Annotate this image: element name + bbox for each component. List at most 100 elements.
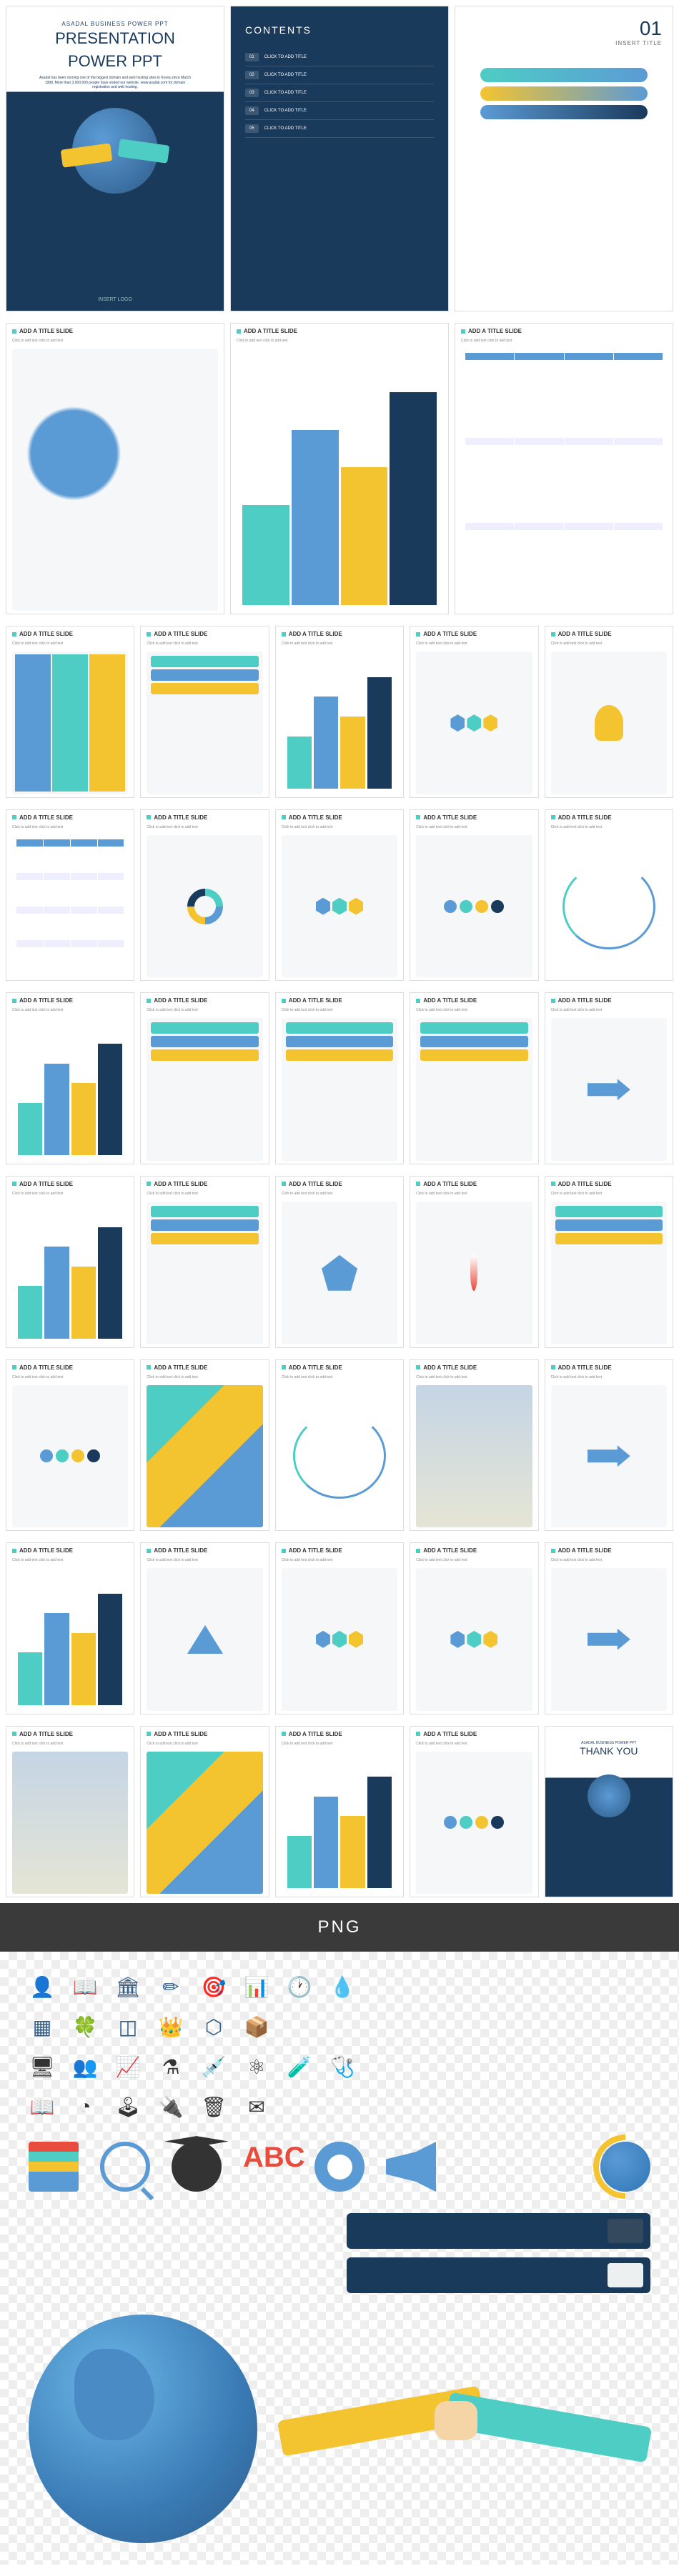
slide-title: ADD A TITLE SLIDE	[19, 1181, 73, 1187]
bullet-icon	[12, 329, 16, 334]
slide-header: ADD A TITLE SLIDE	[455, 324, 673, 339]
slide-header: ADD A TITLE SLIDE	[141, 1727, 268, 1742]
slide-thumb: ADD A TITLE SLIDE Click to add text clic…	[140, 1726, 269, 1898]
line-icon: 📦	[243, 2013, 270, 2040]
slide-subtitle: Click to add text click to add text	[276, 1375, 403, 1382]
pill-3	[480, 105, 648, 119]
bullet-icon	[282, 1182, 286, 1186]
slide-title: ADD A TITLE SLIDE	[423, 1364, 477, 1371]
slide-title: ADD A TITLE SLIDE	[154, 814, 207, 821]
slide-title: ADD A TITLE SLIDE	[289, 631, 342, 637]
bullet-icon	[551, 815, 555, 819]
slide-body	[545, 832, 673, 981]
slide-body	[6, 649, 134, 797]
big-icon-row: ABC	[29, 2142, 650, 2192]
slide-thumb: ADD A TITLE SLIDE Click to add text clic…	[140, 1176, 269, 1348]
slide-header: ADD A TITLE SLIDE	[6, 1543, 134, 1558]
slide-body	[141, 649, 268, 797]
contents-item-num: 05	[245, 124, 259, 133]
thank-title: THANK YOU	[580, 1745, 638, 1757]
bottom-row	[29, 2315, 650, 2543]
slide-subtitle: Click to add text click to add text	[141, 1008, 268, 1015]
slide-body	[276, 1015, 403, 1164]
slide-thumb: ADD A TITLE SLIDE Click to add text clic…	[6, 323, 224, 614]
slide-subtitle: Click to add text click to add text	[276, 1192, 403, 1199]
slide-row: ADD A TITLE SLIDE Click to add text clic…	[0, 620, 679, 804]
line-icon: 🕐	[286, 1973, 313, 2000]
megaphone-icon	[386, 2142, 436, 2192]
slide-header: ADD A TITLE SLIDE	[141, 810, 268, 825]
globe-ring-icon	[600, 2142, 650, 2192]
slide-title: ADD A TITLE SLIDE	[558, 997, 612, 1004]
section-label: INSERT TITLE	[466, 40, 662, 46]
slide-subtitle: Click to add text click to add text	[410, 641, 537, 649]
slide-subtitle: Click to add text click to add text	[410, 1742, 537, 1749]
slide-subtitle: Click to add text click to add text	[141, 825, 268, 832]
bullet-icon	[461, 329, 465, 334]
magnifier-icon	[100, 2142, 150, 2192]
bullet-icon	[147, 632, 151, 636]
slide-subtitle: Click to add text click to add text	[141, 641, 268, 649]
section-number: 01	[466, 17, 662, 40]
slide-header: ADD A TITLE SLIDE	[410, 1177, 537, 1192]
slide-thumb: ADD A TITLE SLIDE Click to add text clic…	[275, 1726, 404, 1898]
slide-body	[410, 1749, 537, 1897]
thank-slide: ASADAL BUSINESS POWER PPT THANK YOU	[545, 1726, 673, 1898]
slide-subtitle: Click to add text click to add text	[410, 1558, 537, 1565]
slide-header: ADD A TITLE SLIDE	[276, 1543, 403, 1558]
slide-body	[455, 346, 673, 614]
slide-body	[141, 1015, 268, 1164]
line-icon: 🕹	[114, 2093, 142, 2120]
slide-subtitle: Click to add text click to add text	[545, 1558, 673, 1565]
line-icon: ✉	[243, 2093, 270, 2120]
slide-header: ADD A TITLE SLIDE	[6, 626, 134, 641]
slide-body	[141, 1749, 268, 1897]
slide-body	[276, 832, 403, 981]
slide-thumb: ADD A TITLE SLIDE Click to add text clic…	[275, 626, 404, 798]
slide-title: ADD A TITLE SLIDE	[558, 1547, 612, 1554]
cover-subtitle: ASADAL BUSINESS POWER PPT	[61, 21, 168, 27]
line-icon: 🍀	[71, 2013, 99, 2040]
slide-header: ADD A TITLE SLIDE	[410, 993, 537, 1008]
slide-thumb: ADD A TITLE SLIDE Click to add text clic…	[545, 1176, 673, 1348]
slide-subtitle: Click to add text click to add text	[141, 1375, 268, 1382]
cover-slide: ASADAL BUSINESS POWER PPT PRESENTATION P…	[6, 6, 224, 311]
slide-body	[141, 832, 268, 981]
slide-title: ADD A TITLE SLIDE	[154, 1547, 207, 1554]
slide-thumb: ADD A TITLE SLIDE Click to add text clic…	[545, 1542, 673, 1714]
slide-header: ADD A TITLE SLIDE	[141, 1177, 268, 1192]
slide-body	[545, 649, 673, 797]
slide-thumb: ADD A TITLE SLIDE Click to add text clic…	[6, 1359, 134, 1532]
slide-header: ADD A TITLE SLIDE	[410, 810, 537, 825]
cover-globe-icon	[72, 108, 158, 194]
slide-subtitle: Click to add text click to add text	[6, 1192, 134, 1199]
slide-body	[6, 1565, 134, 1714]
line-icon: ▦	[29, 2013, 56, 2040]
bullet-icon	[147, 1549, 151, 1553]
slide-title: ADD A TITLE SLIDE	[423, 814, 477, 821]
line-icon: 👤	[29, 1973, 56, 2000]
contents-item-num: 04	[245, 106, 259, 115]
bullet-icon	[551, 632, 555, 636]
cover-desc: Asadal has been running one of the bigge…	[36, 76, 193, 90]
slide-header: ADD A TITLE SLIDE	[6, 993, 134, 1008]
slide-body	[276, 1565, 403, 1714]
line-icon: 👥	[71, 2053, 99, 2080]
slide-title: ADD A TITLE SLIDE	[19, 997, 73, 1004]
line-icon: 🔌	[157, 2093, 184, 2120]
slide-subtitle: Click to add text click to add text	[276, 825, 403, 832]
contents-item: 05CLICK TO ADD TITLE	[245, 120, 434, 138]
slide-body	[276, 1749, 403, 1897]
slide-title: ADD A TITLE SLIDE	[19, 1547, 73, 1554]
slide-thumb: ADD A TITLE SLIDE Click to add text clic…	[140, 992, 269, 1164]
line-icon: 🩺	[329, 2053, 356, 2080]
bullet-icon	[416, 1182, 420, 1186]
slide-row: ADD A TITLE SLIDE Click to add text clic…	[0, 987, 679, 1170]
slide-title: ADD A TITLE SLIDE	[423, 997, 477, 1004]
slide-header: ADD A TITLE SLIDE	[276, 1727, 403, 1742]
slide-header: ADD A TITLE SLIDE	[545, 1177, 673, 1192]
slide-subtitle: Click to add text click to add text	[6, 339, 224, 346]
contents-item: 04CLICK TO ADD TITLE	[245, 102, 434, 120]
slide-body	[141, 1199, 268, 1347]
bullet-icon	[147, 1732, 151, 1736]
